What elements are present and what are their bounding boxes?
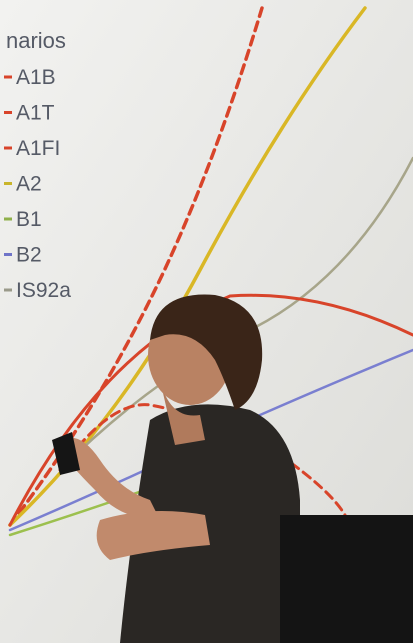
legend-label: A1FI xyxy=(16,137,60,160)
legend-label: A1T xyxy=(16,102,55,125)
legend-label: IS92a xyxy=(16,279,71,302)
legend-label: B1 xyxy=(16,208,42,231)
legend-label: A2 xyxy=(16,173,42,196)
slide-title: narios xyxy=(6,28,66,53)
legend-label: A1B xyxy=(16,66,56,89)
legend-label: B2 xyxy=(16,244,42,267)
podium xyxy=(280,515,413,643)
photo: narios A1B A1T A1FI A2 B1 B2 IS92a xyxy=(0,0,413,643)
